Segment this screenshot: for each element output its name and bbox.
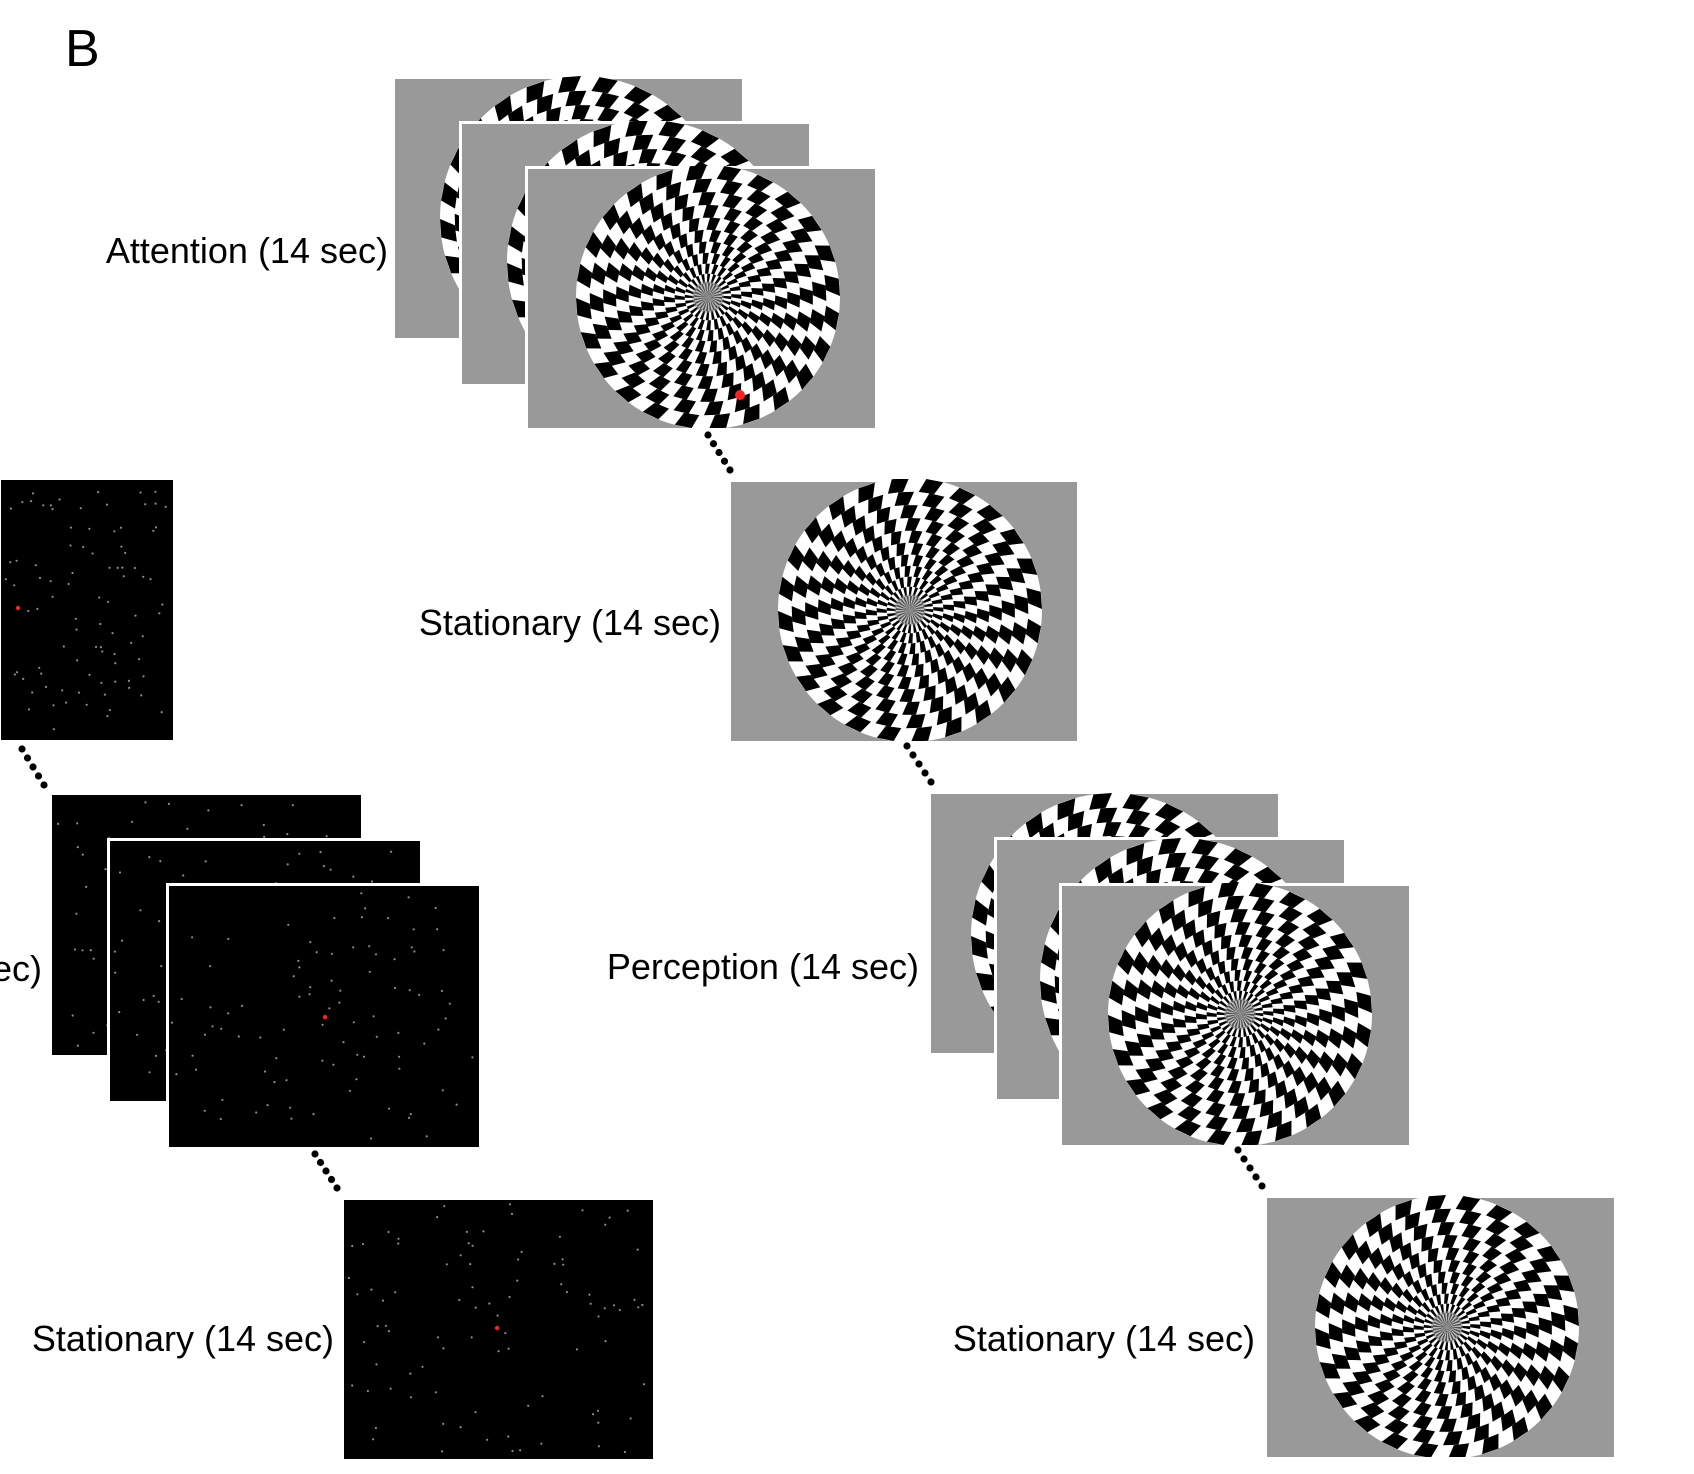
stationary-label-bottom-right: Stationary (14 sec) (953, 1318, 1255, 1359)
fixation-point (15, 605, 21, 611)
perception-frame-front (1059, 883, 1409, 1145)
fixation-point (494, 1325, 500, 1331)
dotted-connector (1234, 1146, 1266, 1190)
stationary-frame-bottom-right (1264, 1195, 1614, 1457)
fixation-point (322, 1014, 328, 1020)
radial-checkerboard-icon (1108, 883, 1372, 1145)
dotted-connector (903, 742, 935, 786)
perception-frame-stack (928, 791, 1409, 1145)
attention-frame-stack (392, 76, 875, 428)
dotfield-frame-top-left (0, 477, 173, 740)
stationary-label-bottom-left: Stationary (14 sec) (32, 1318, 334, 1359)
cropped-label-left: ec) (0, 948, 42, 989)
attention-frame-front (525, 166, 875, 428)
stationary-frame-top (728, 479, 1077, 741)
dotfield-frame-bottom (341, 1197, 653, 1459)
dotfield-frame-front (166, 883, 479, 1147)
stationary-label-top: Stationary (14 sec) (419, 602, 721, 643)
radial-checkerboard-icon (576, 166, 840, 428)
panel-letter: B (65, 20, 100, 78)
radial-checkerboard-icon (1315, 1195, 1579, 1457)
dotted-connector (311, 1150, 341, 1192)
target-dot (735, 390, 745, 400)
attention-label: Attention (14 sec) (106, 230, 388, 271)
perception-label: Perception (14 sec) (607, 946, 919, 987)
dotfield-frame-stack (49, 792, 479, 1147)
dotted-connector (18, 745, 48, 789)
dotted-connector (704, 431, 734, 474)
radial-checkerboard-icon (778, 479, 1042, 741)
random-dot-field-icon (1, 480, 173, 740)
